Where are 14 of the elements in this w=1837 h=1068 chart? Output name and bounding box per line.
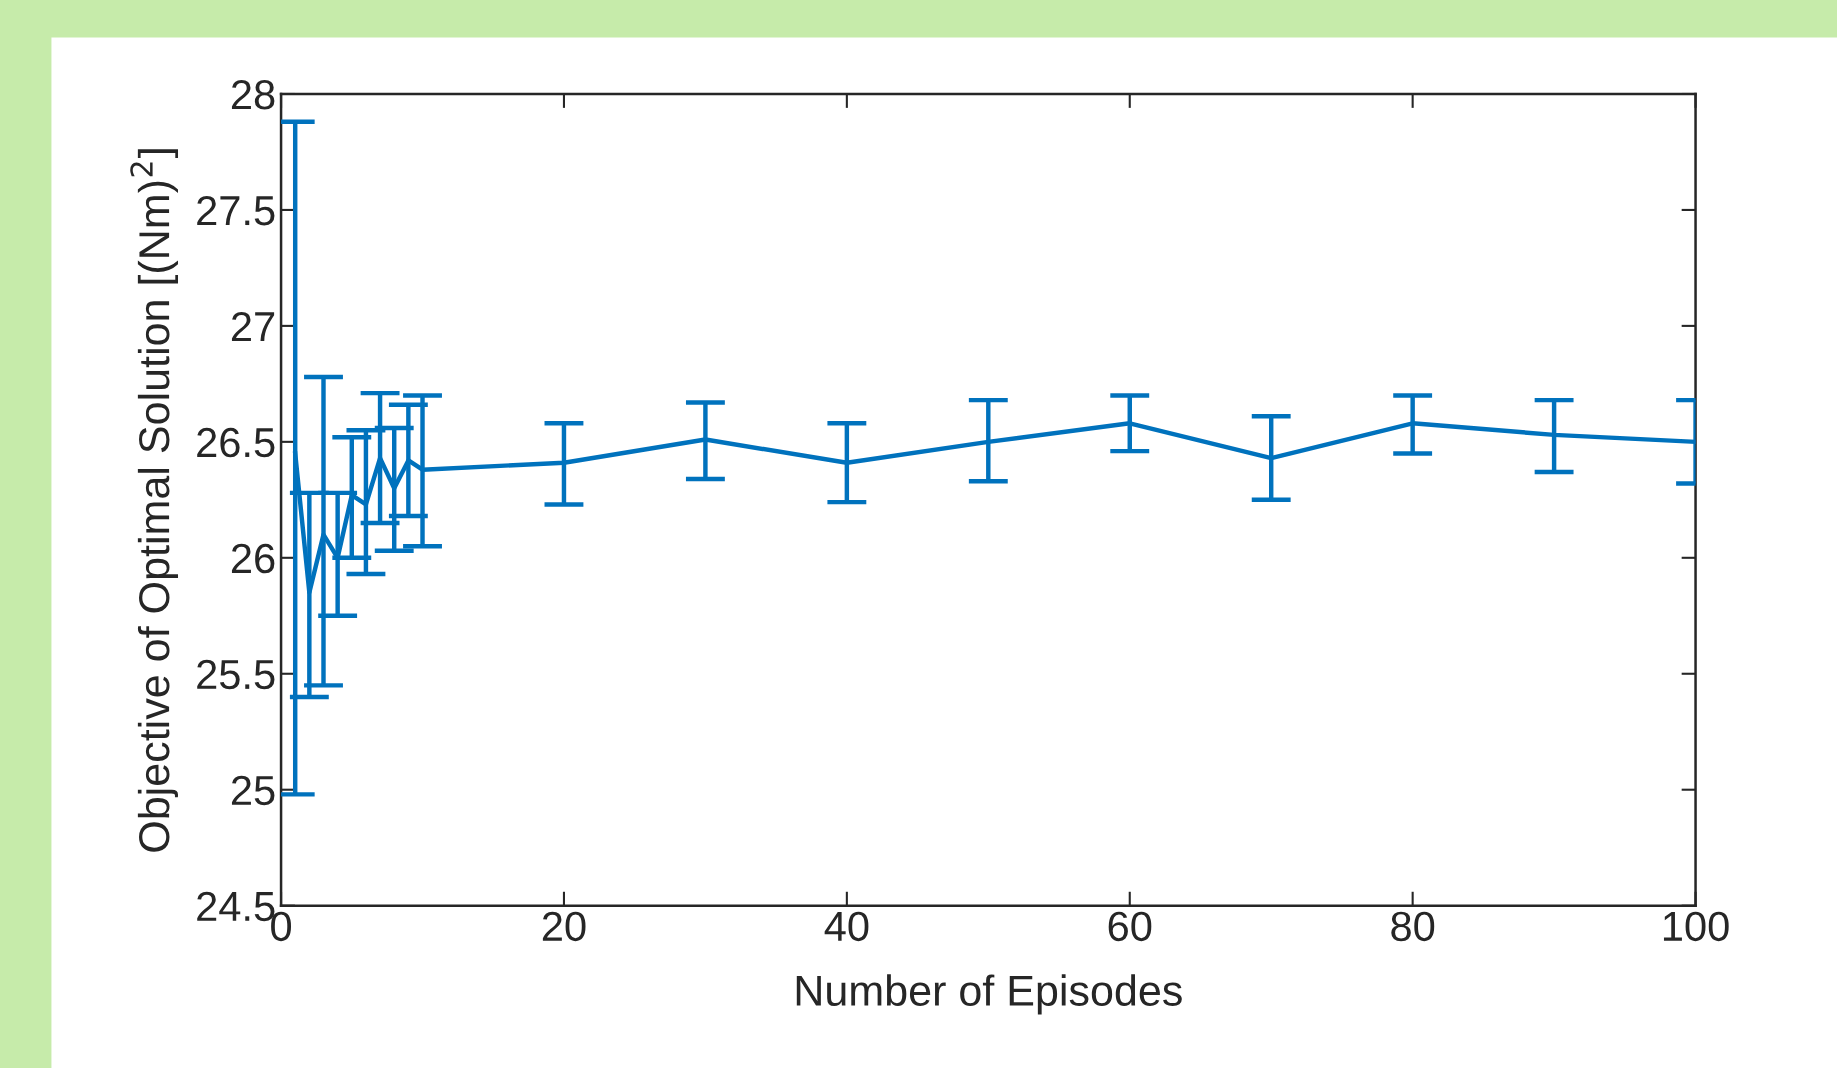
y-tick-label: 27 [231,311,275,341]
x-tick-label: 40 [824,911,869,942]
y-tick-label: 25 [231,775,275,806]
x-tick-label: 20 [542,911,586,942]
y-tick-label: 26.5 [197,427,275,458]
y-tick-label: 28 [231,79,275,110]
y-tick-label: 25.5 [197,659,275,690]
y-tick-label: 27.5 [197,195,275,226]
y-axis-title: Objective of Optimal Solution [(Nm)$^{2}$] [130,149,179,852]
x-tick-label: 80 [1391,911,1435,942]
y-tick-label: 26 [231,543,275,574]
x-tick-label: 100 [1663,911,1729,942]
x-axis-title: Number of Episodes [796,974,1182,1015]
x-tick-label: 60 [1108,911,1152,942]
